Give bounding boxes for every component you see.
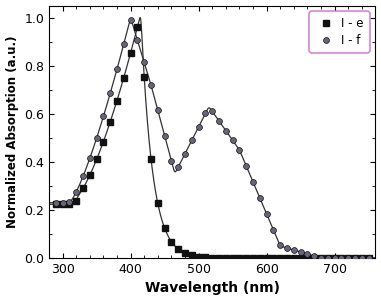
I - f <box>203 111 208 115</box>
I - e <box>94 158 99 161</box>
I - f <box>264 212 269 216</box>
I - e <box>346 256 351 260</box>
I - f <box>210 110 215 113</box>
I - e <box>108 120 112 124</box>
I - f <box>53 201 58 205</box>
I - f <box>367 256 371 260</box>
I - f <box>122 42 126 46</box>
I - e <box>319 256 323 260</box>
X-axis label: Wavelength (nm): Wavelength (nm) <box>145 281 280 296</box>
Line: I - e: I - e <box>53 24 371 261</box>
I - f <box>319 256 323 260</box>
I - e <box>298 256 303 260</box>
Legend: I - e, I - f: I - e, I - f <box>309 11 370 53</box>
I - e <box>210 256 215 259</box>
I - f <box>258 196 262 200</box>
I - f <box>135 38 140 42</box>
I - e <box>196 255 201 259</box>
I - f <box>353 256 357 260</box>
I - f <box>325 256 330 260</box>
I - f <box>305 252 310 256</box>
I - e <box>291 256 296 260</box>
I - f <box>360 256 364 260</box>
I - f <box>346 256 351 260</box>
Line: I - f: I - f <box>53 17 371 261</box>
I - e <box>88 173 92 177</box>
I - f <box>298 250 303 254</box>
I - f <box>142 61 146 64</box>
I - f <box>162 134 167 138</box>
I - f <box>149 83 153 87</box>
I - e <box>67 203 72 206</box>
I - f <box>332 256 337 260</box>
I - f <box>271 228 276 232</box>
I - e <box>53 203 58 206</box>
I - e <box>285 256 289 260</box>
I - e <box>305 256 310 260</box>
I - e <box>251 256 255 260</box>
I - e <box>189 253 194 257</box>
Y-axis label: Normalized Absorption (a.u.): Normalized Absorption (a.u.) <box>6 36 19 228</box>
I - f <box>237 148 242 152</box>
I - e <box>224 256 228 260</box>
I - e <box>271 256 276 260</box>
I - f <box>291 248 296 252</box>
I - e <box>149 157 153 160</box>
I - f <box>67 200 72 204</box>
I - e <box>155 202 160 205</box>
I - e <box>128 51 133 55</box>
I - e <box>258 256 262 260</box>
I - f <box>217 119 221 123</box>
I - f <box>285 246 289 250</box>
I - f <box>196 125 201 129</box>
I - f <box>189 138 194 142</box>
I - f <box>224 129 228 132</box>
I - f <box>81 175 85 178</box>
I - e <box>231 256 235 260</box>
I - f <box>101 115 106 118</box>
I - e <box>353 256 357 260</box>
I - f <box>74 190 78 194</box>
I - e <box>183 251 187 255</box>
I - f <box>251 180 255 184</box>
I - e <box>162 226 167 230</box>
I - f <box>231 138 235 142</box>
I - f <box>94 136 99 140</box>
I - e <box>169 240 174 244</box>
I - f <box>108 92 112 95</box>
I - e <box>332 256 337 260</box>
I - e <box>278 256 282 260</box>
I - f <box>169 159 174 163</box>
I - f <box>155 109 160 112</box>
I - f <box>244 164 248 168</box>
I - e <box>142 75 146 79</box>
I - e <box>176 247 181 251</box>
I - e <box>74 200 78 203</box>
I - e <box>101 140 106 144</box>
I - f <box>60 201 65 205</box>
I - e <box>81 187 85 190</box>
I - e <box>325 256 330 260</box>
I - e <box>115 99 119 102</box>
I - f <box>339 256 344 260</box>
I - f <box>88 157 92 160</box>
I - e <box>135 25 140 29</box>
I - e <box>339 256 344 260</box>
I - f <box>312 254 317 258</box>
I - f <box>176 165 181 169</box>
I - f <box>278 244 282 247</box>
I - e <box>122 76 126 79</box>
I - e <box>244 256 248 260</box>
I - e <box>367 256 371 260</box>
I - e <box>360 256 364 260</box>
I - e <box>203 256 208 259</box>
I - e <box>60 203 65 206</box>
I - f <box>183 152 187 156</box>
I - f <box>115 67 119 71</box>
I - e <box>312 256 317 260</box>
I - e <box>217 256 221 260</box>
I - e <box>237 256 242 260</box>
I - f <box>128 19 133 22</box>
I - e <box>264 256 269 260</box>
